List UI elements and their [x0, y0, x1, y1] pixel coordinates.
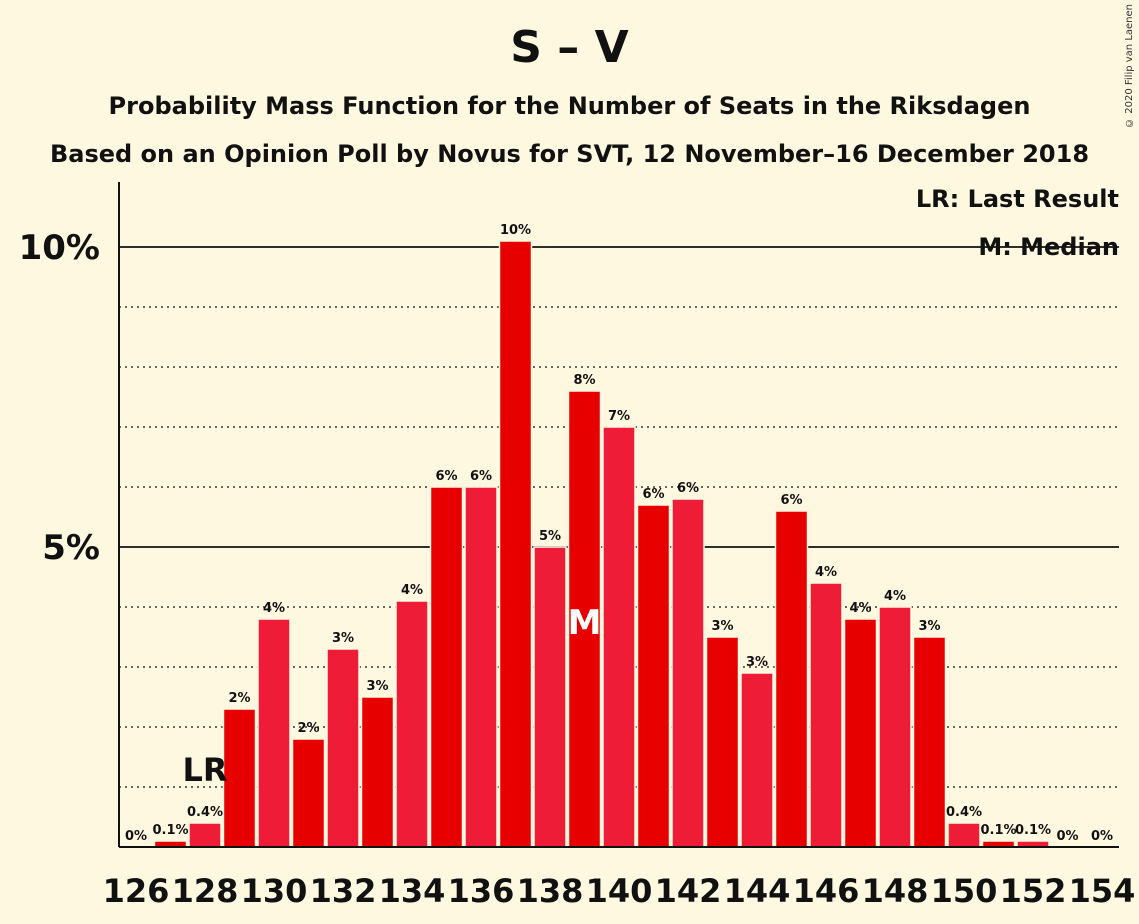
x-tick-label: 132	[310, 872, 377, 910]
data-label-152: 0.1%	[1015, 823, 1051, 838]
x-tick-label: 142	[655, 872, 722, 910]
x-tick-label: 138	[517, 872, 584, 910]
bar-143	[705, 636, 740, 848]
chart-subtitle: Probability Mass Function for the Number…	[108, 92, 1031, 120]
y-tick-label: 5%	[42, 528, 100, 568]
data-label-137: 10%	[500, 223, 531, 238]
bar-135	[429, 486, 464, 848]
x-tick-label: 144	[724, 872, 791, 910]
bar-141	[636, 504, 671, 848]
bars	[153, 240, 1050, 848]
data-label-145: 6%	[780, 493, 802, 508]
data-label-143: 3%	[711, 619, 733, 634]
data-label-132: 3%	[332, 631, 354, 646]
data-label-135: 6%	[435, 469, 457, 484]
chart-title: S – V	[510, 22, 629, 73]
axes	[118, 182, 1119, 848]
bar-137	[498, 240, 533, 848]
data-label-149: 3%	[918, 619, 940, 634]
data-label-153: 0%	[1056, 829, 1078, 844]
x-tick-label: 152	[1000, 872, 1067, 910]
median-marker: M	[568, 603, 602, 643]
bar-139	[567, 390, 602, 848]
bar-133	[360, 696, 395, 848]
x-tick-label: 146	[793, 872, 860, 910]
bar-144	[740, 672, 774, 848]
data-label-128: 0.4%	[187, 805, 223, 820]
data-label-133: 3%	[366, 679, 388, 694]
data-label-126: 0%	[125, 829, 147, 844]
y-tick-label: 10%	[19, 228, 100, 268]
x-tick-label: 136	[448, 872, 515, 910]
bar-138	[533, 546, 567, 848]
x-tick-label: 130	[241, 872, 308, 910]
x-tick-label: 154	[1069, 872, 1136, 910]
data-label-129: 2%	[228, 691, 250, 706]
y-tick-labels: 5% 10%	[19, 228, 100, 568]
bar-131	[291, 738, 326, 848]
x-tick-label: 134	[379, 872, 446, 910]
markers: LR M	[182, 603, 601, 789]
x-tick-label: 140	[586, 872, 653, 910]
x-tick-labels: 126 128 130 132 134 136 138 140 142 144 146 148 150 1…	[103, 872, 1136, 910]
bar-129	[222, 708, 257, 848]
bar-134	[395, 600, 429, 848]
data-label-136: 6%	[470, 469, 492, 484]
bar-142	[671, 498, 705, 848]
data-label-139: 8%	[573, 373, 595, 388]
bar-128	[188, 822, 222, 848]
data-label-127: 0.1%	[152, 823, 188, 838]
data-label-144: 3%	[746, 655, 768, 670]
legend-median: M: Median	[978, 233, 1119, 261]
data-label-147: 4%	[849, 601, 871, 616]
bar-150	[947, 822, 981, 848]
data-label-138: 5%	[539, 529, 561, 544]
bar-146	[809, 582, 843, 848]
last-result-marker: LR	[182, 751, 227, 789]
bar-130	[257, 618, 291, 848]
data-label-134: 4%	[401, 583, 423, 598]
data-label-142: 6%	[677, 481, 699, 496]
legend-last-result: LR: Last Result	[915, 185, 1119, 213]
x-tick-label: 148	[862, 872, 929, 910]
x-tick-label: 128	[172, 872, 239, 910]
bar-140	[602, 426, 636, 848]
x-tick-label: 126	[103, 872, 170, 910]
bar-148	[878, 606, 912, 848]
data-label-130: 4%	[263, 601, 285, 616]
data-label-150: 0.4%	[946, 805, 982, 820]
data-label-151: 0.1%	[980, 823, 1016, 838]
data-label-148: 4%	[884, 589, 906, 604]
x-tick-label: 150	[931, 872, 998, 910]
data-label-154: 0%	[1091, 829, 1113, 844]
bar-147	[843, 618, 878, 848]
bar-149	[912, 636, 947, 848]
bar-136	[464, 486, 498, 848]
bar-132	[326, 648, 360, 848]
data-label-140: 7%	[608, 409, 630, 424]
data-label-146: 4%	[815, 565, 837, 580]
data-labels: 0% 0.1% 0.4% 2% 4% 2% 3% 3% 4% 6% 6% 10% 5% 8% 7% 6% 6% 3…	[125, 223, 1113, 844]
data-label-141: 6%	[642, 487, 664, 502]
bar-145	[774, 510, 809, 848]
data-label-131: 2%	[297, 721, 319, 736]
chart-source: Based on an Opinion Poll by Novus for SV…	[49, 140, 1090, 168]
